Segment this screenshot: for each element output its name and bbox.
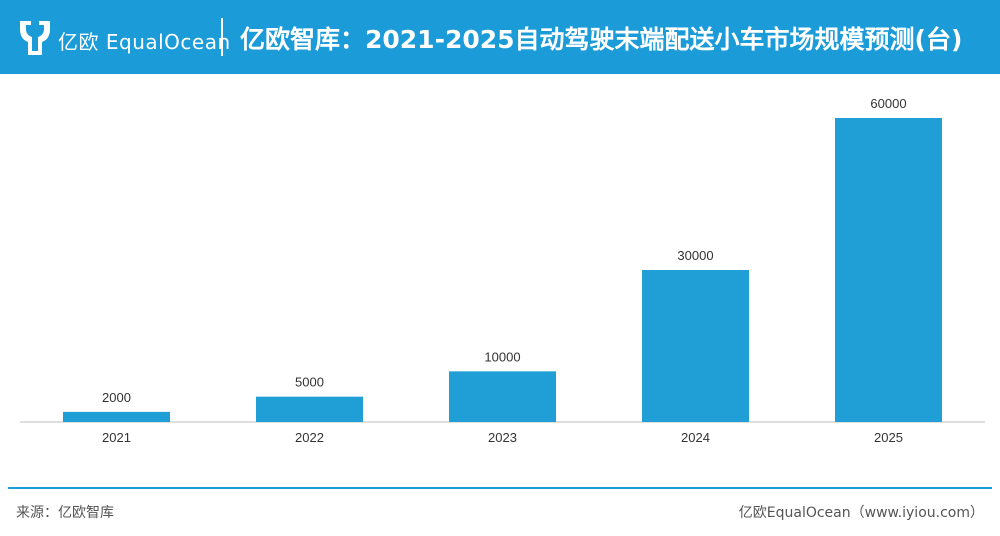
x-tick-label-2021: 2021 — [102, 430, 131, 445]
data-label-2024: 30000 — [677, 248, 713, 263]
brand-name: 亿欧 EqualOcean — [58, 30, 231, 54]
bar-2021 — [63, 411, 170, 422]
header-banner: 亿欧 EqualOcean 亿欧智库：2021-2025自动驾驶末端配送小车市场… — [0, 0, 1000, 74]
x-tick-label-2025: 2025 — [874, 430, 903, 445]
x-tick-label-2022: 2022 — [295, 430, 324, 445]
source-note: 来源：亿欧智库 — [16, 505, 114, 521]
data-label-2025: 60000 — [870, 96, 906, 111]
equalocean-logo-icon — [20, 21, 50, 55]
bar-chart: 2000 2021 5000 2022 10000 2023 30000 2024 60000 2… — [20, 96, 985, 445]
bar-2025 — [835, 118, 942, 422]
page-title: 亿欧智库：2021-2025自动驾驶末端配送小车市场规模预测(台) — [240, 25, 963, 54]
x-tick-label-2024: 2024 — [681, 430, 710, 445]
footer-divider — [8, 487, 992, 489]
bar-2022 — [256, 396, 363, 422]
data-label-2021: 2000 — [102, 390, 131, 405]
bar-2024 — [642, 270, 749, 422]
bar-2023 — [449, 371, 556, 422]
data-label-2023: 10000 — [484, 349, 520, 364]
data-label-2022: 5000 — [295, 375, 324, 390]
x-tick-label-2023: 2023 — [488, 430, 517, 445]
credit-note: 亿欧EqualOcean（www.iyiou.com） — [738, 505, 984, 521]
header-divider — [221, 18, 223, 56]
